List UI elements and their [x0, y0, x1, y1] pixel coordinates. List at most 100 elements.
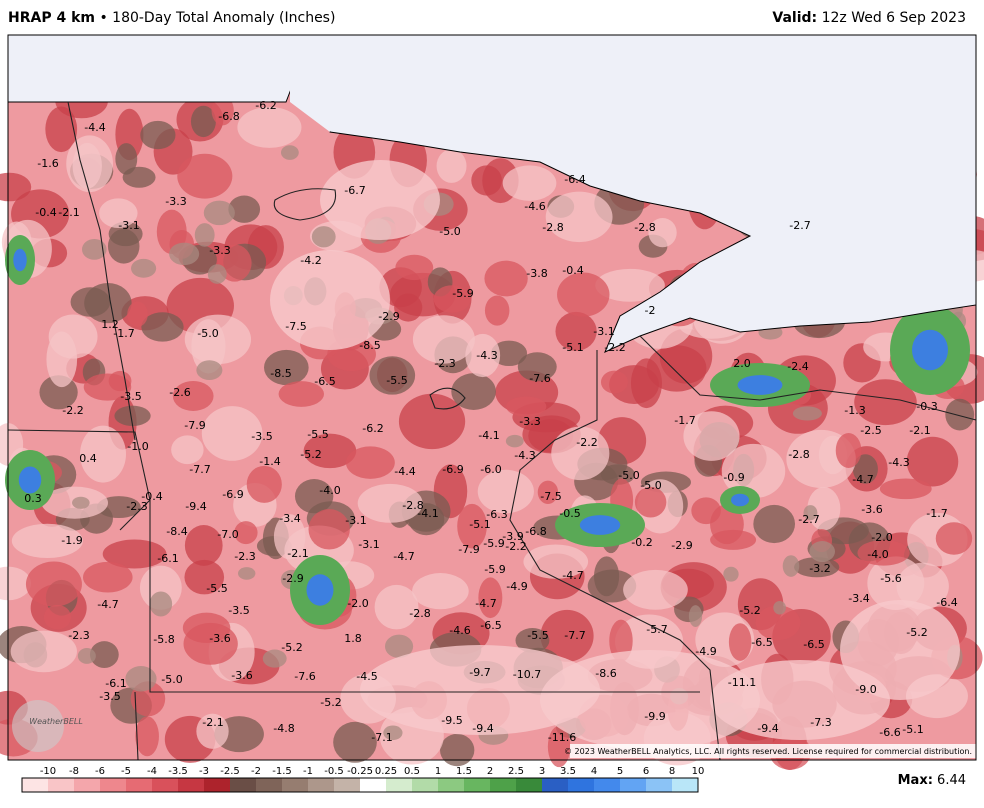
value-label: -3.4: [848, 592, 869, 605]
value-label: -11.6: [548, 731, 576, 744]
logo: WeatherBELL: [12, 700, 83, 752]
anomaly-patch: [184, 559, 225, 595]
anomaly-patch: [211, 95, 234, 126]
value-label: -5.2: [906, 626, 927, 639]
value-label: -4.7: [475, 597, 496, 610]
anomaly-patch: [773, 600, 786, 615]
value-label: -5.1: [902, 723, 923, 736]
value-label: -2.5: [860, 424, 881, 437]
value-label: -5.6: [880, 572, 901, 585]
anomaly-patch: [557, 272, 610, 317]
anomaly-patch: [108, 370, 132, 392]
value-label: -7.7: [189, 463, 210, 476]
dry-patch: [360, 645, 600, 735]
copyright-bg: [570, 744, 976, 758]
value-label: -7.6: [294, 670, 315, 683]
value-label: -6.2: [255, 99, 276, 112]
value-label: -5.1: [469, 518, 490, 531]
anomaly-patch: [852, 454, 878, 484]
value-label: -3.8: [526, 267, 547, 280]
value-label: -3.3: [519, 415, 540, 428]
colorbar-label: -0.25: [347, 766, 373, 777]
value-label: -6.5: [314, 375, 335, 388]
value-label: -2.9: [282, 572, 303, 585]
anomaly-patch: [149, 591, 173, 617]
anomaly-patch: [551, 426, 610, 481]
value-label: -5.0: [439, 225, 460, 238]
colorbar-swatch: [74, 778, 100, 792]
value-label: -3.6: [209, 632, 230, 645]
anomaly-patch: [43, 604, 72, 630]
anomaly-patch: [683, 411, 740, 461]
anomaly-patch: [854, 379, 917, 426]
title: 180-Day Total Anomaly (Inches): [112, 10, 335, 26]
value-label: -7.5: [285, 320, 306, 333]
anomaly-patch: [182, 612, 231, 644]
value-label: -8.4: [166, 525, 187, 538]
value-label: -5.5: [307, 428, 328, 441]
value-label: -6.8: [525, 525, 546, 538]
value-label: -3.6: [861, 503, 882, 516]
value-label: -9.0: [855, 683, 876, 696]
colorbar-label: -3.5: [168, 766, 188, 777]
value-label: -4.8: [273, 722, 294, 735]
colorbar-swatch: [230, 778, 256, 792]
wet-core: [579, 515, 621, 535]
value-label: -3.3: [165, 195, 186, 208]
max: Max: 6.44: [898, 773, 966, 788]
dry-patch: [840, 600, 960, 700]
colorbar-swatch: [282, 778, 308, 792]
anomaly-patch: [72, 496, 90, 509]
anomaly-patch: [502, 165, 557, 201]
anomaly-patch: [196, 713, 229, 749]
value-label: -6.5: [480, 619, 501, 632]
value-label: -6.8: [218, 110, 239, 123]
value-label: -7.6: [529, 372, 550, 385]
value-label: -9.5: [441, 714, 462, 727]
value-label: -2.8: [788, 448, 809, 461]
anomaly-patch: [803, 505, 818, 521]
value-label: -2.2: [505, 540, 526, 553]
anomaly-patch: [648, 217, 677, 248]
colorbar-label: 6: [643, 766, 649, 777]
anomaly-patch: [478, 577, 503, 619]
value-label: -2.3: [126, 500, 147, 513]
value-label: 1.2: [101, 318, 119, 331]
value-label: -2.2: [576, 436, 597, 449]
lake-outline: [429, 387, 466, 410]
value-label: -5.0: [618, 469, 639, 482]
anomaly-patch: [140, 120, 176, 150]
colorbar-swatch: [620, 778, 646, 792]
anomaly-patch: [70, 287, 111, 317]
anomaly-patch: [207, 264, 227, 284]
map-labels: -4.4-6.8-6.2-1.6-0.4 -2.1-3.3-3.1-6.7-6.4…: [24, 99, 957, 744]
anomaly-patch: [156, 209, 187, 255]
colorbar-label: 2: [487, 766, 493, 777]
value-label: -5.2: [320, 696, 341, 709]
dry-patch: [710, 660, 890, 740]
value-label: -3.4: [279, 512, 300, 525]
value-label: -1.0: [127, 440, 148, 453]
value-label: -5.1: [562, 341, 583, 354]
anomaly-patch: [169, 242, 200, 266]
anomaly-patch: [547, 725, 571, 768]
value-label: -4.3: [888, 456, 909, 469]
value-label: -5.0: [197, 327, 218, 340]
value-label: -3.1: [593, 325, 614, 338]
value-label: 0.3: [24, 492, 42, 505]
value-label: -6.4: [564, 173, 585, 186]
colorbar-label: -0.5: [324, 766, 344, 777]
colorbar-swatch: [256, 778, 282, 792]
anomaly-patch: [77, 648, 96, 664]
header: HRAP 4 km • 180-Day Total Anomaly (Inche…: [8, 10, 335, 26]
max-value: 6.44: [937, 773, 966, 788]
colorbar-swatch: [126, 778, 152, 792]
value-label: -3.9: [502, 530, 523, 543]
anomaly-patch: [190, 105, 216, 138]
anomaly-patch: [807, 486, 841, 531]
value-label: -0.2: [631, 536, 652, 549]
anomaly-patch: [398, 393, 466, 450]
colorbar-swatch: [542, 778, 568, 792]
anomaly-patch: [691, 497, 721, 525]
